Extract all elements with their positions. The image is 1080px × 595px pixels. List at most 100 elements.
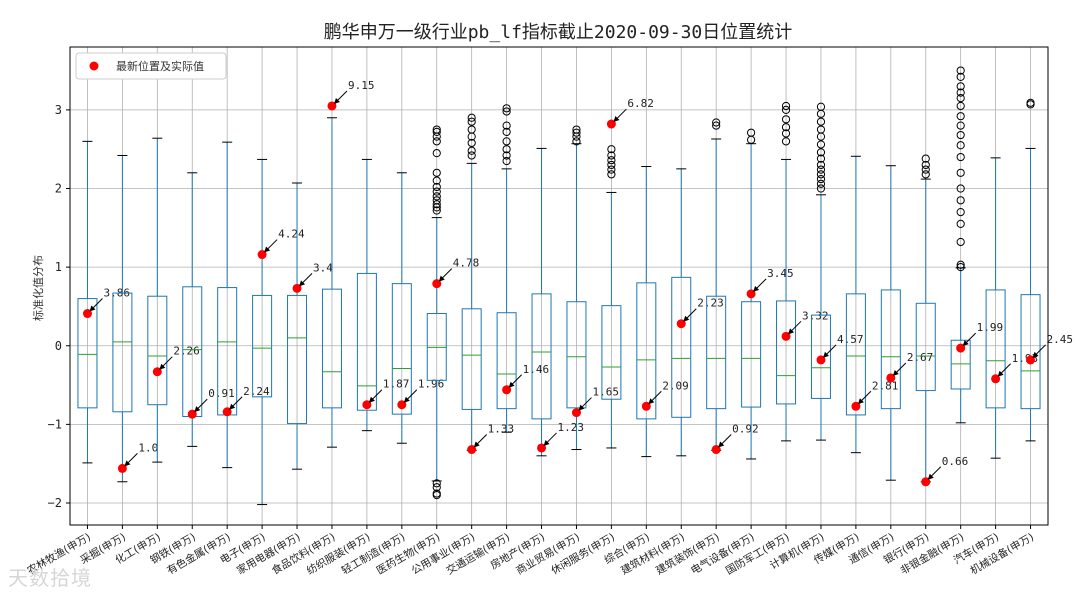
value-label: 0.66 [942,455,969,468]
outlier-point [607,156,616,165]
annotation-arrowhead [927,473,934,480]
value-label: 4.57 [837,333,864,346]
box-group: 4.24 [252,158,305,506]
legend: 最新位置及实际值 [75,52,227,80]
y-tick-label: 1 [55,260,62,274]
value-label: 1.33 [488,423,515,436]
y-axis-label: 标准化值分布 [31,255,45,321]
annotation-arrowhead [194,406,201,413]
outlier-point [432,192,441,201]
outlier-point [816,165,826,174]
annotation-arrowhead [613,116,620,123]
value-label: 9.15 [348,79,375,92]
outlier-point [956,130,965,140]
box-group: 9.15 [321,79,375,448]
box-iqr [706,295,727,410]
box-iqr [915,302,936,392]
box-group: 0.92 [706,118,759,455]
outlier-point [432,176,441,185]
outlier-point [712,121,721,130]
outlier-point [956,141,965,150]
box-iqr [985,289,1006,409]
outlier-point [432,137,441,146]
outlier-point [956,219,965,228]
box-group: 0.91 [182,172,235,447]
box-group: 1.99 [950,66,1003,424]
annotation-arrowhead [892,369,899,376]
outlier-point [781,101,791,111]
box-iqr [356,272,377,411]
y-tick-label: 3 [55,103,62,117]
x-axis-ticks: 农林牧渔(申万)采掘(申万)化工(申万)钢铁(申万)有色金属(申万)电子(申万)… [25,525,1036,577]
box-group: 1.23 [531,147,585,457]
annotation-arrowhead [788,328,795,335]
box-iqr [252,294,273,398]
outlier-point [502,137,511,146]
outlier-point [956,72,965,81]
outlier-point [432,206,441,215]
legend-marker [89,61,99,71]
annotation-arrowhead [683,315,690,322]
legend-label: 最新位置及实际值 [116,59,204,73]
outlier-point [956,112,965,121]
box-iqr [77,298,98,409]
outlier-point [816,109,826,118]
outlier-point [502,107,511,116]
outlier-point [432,187,441,196]
outlier-point [467,117,476,126]
outlier-point [432,132,441,141]
value-label: 1.23 [558,421,585,434]
outlier-point [956,207,965,217]
outlier-point [816,174,826,184]
y-tick-label: −2 [48,496,62,510]
box-iqr [636,282,657,420]
chart-title: 鹏华申万一级行业pb_lf指标截止2020-09-30日位置统计 [324,22,793,43]
outlier-point [816,170,826,179]
box-group: 4.78 [426,125,479,500]
outlier-point [781,123,791,132]
annotation-arrowhead [857,398,864,405]
outlier-point [607,145,616,154]
box-iqr [461,308,482,410]
outlier-point [1026,100,1035,109]
box-iqr [601,305,622,400]
outlier-point [816,148,826,157]
box-iqr [671,276,692,418]
value-label: 2.23 [697,297,724,310]
box-group: 1.96 [391,172,444,444]
annotation-arrowhead [718,441,725,448]
outlier-point [816,154,826,163]
annotation-arrowhead [578,404,585,411]
outlier-point [467,132,476,141]
outlier-point [781,115,791,124]
box-iqr [496,312,517,410]
box-iqr [880,289,901,410]
outlier-point [432,479,441,488]
box-iqr [391,283,412,415]
outlier-point [432,182,441,192]
outlier-point [712,118,721,127]
annotation-arrowhead [543,439,550,446]
annotation-arrowhead [89,305,96,312]
box-group: 1.65 [566,125,619,451]
outlier-point [607,151,616,160]
box-group: 3.45 [741,128,794,460]
y-tick-label: 0 [55,339,62,353]
plot-frame [69,46,1049,526]
value-label: 2.67 [907,351,934,364]
outlier-point [607,170,616,179]
box-group: 1.0 [112,154,158,483]
box-group: 2.23 [671,168,724,457]
outlier-point [502,145,511,154]
value-label: 4.24 [278,228,305,241]
annotation-arrowhead [264,246,271,253]
outlier-point [921,165,930,174]
outlier-point [816,132,826,141]
outlier-point [432,491,441,500]
annotation-arrowhead [403,396,410,403]
outlier-point [502,127,511,137]
annotation-arrowhead [299,280,306,287]
annotation-arrowhead [124,460,131,467]
outlier-point [956,263,965,272]
outlier-point [956,121,965,130]
